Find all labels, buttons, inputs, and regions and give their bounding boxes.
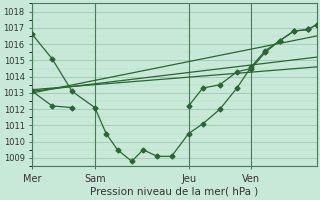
X-axis label: Pression niveau de la mer( hPa ): Pression niveau de la mer( hPa ) xyxy=(90,187,259,197)
